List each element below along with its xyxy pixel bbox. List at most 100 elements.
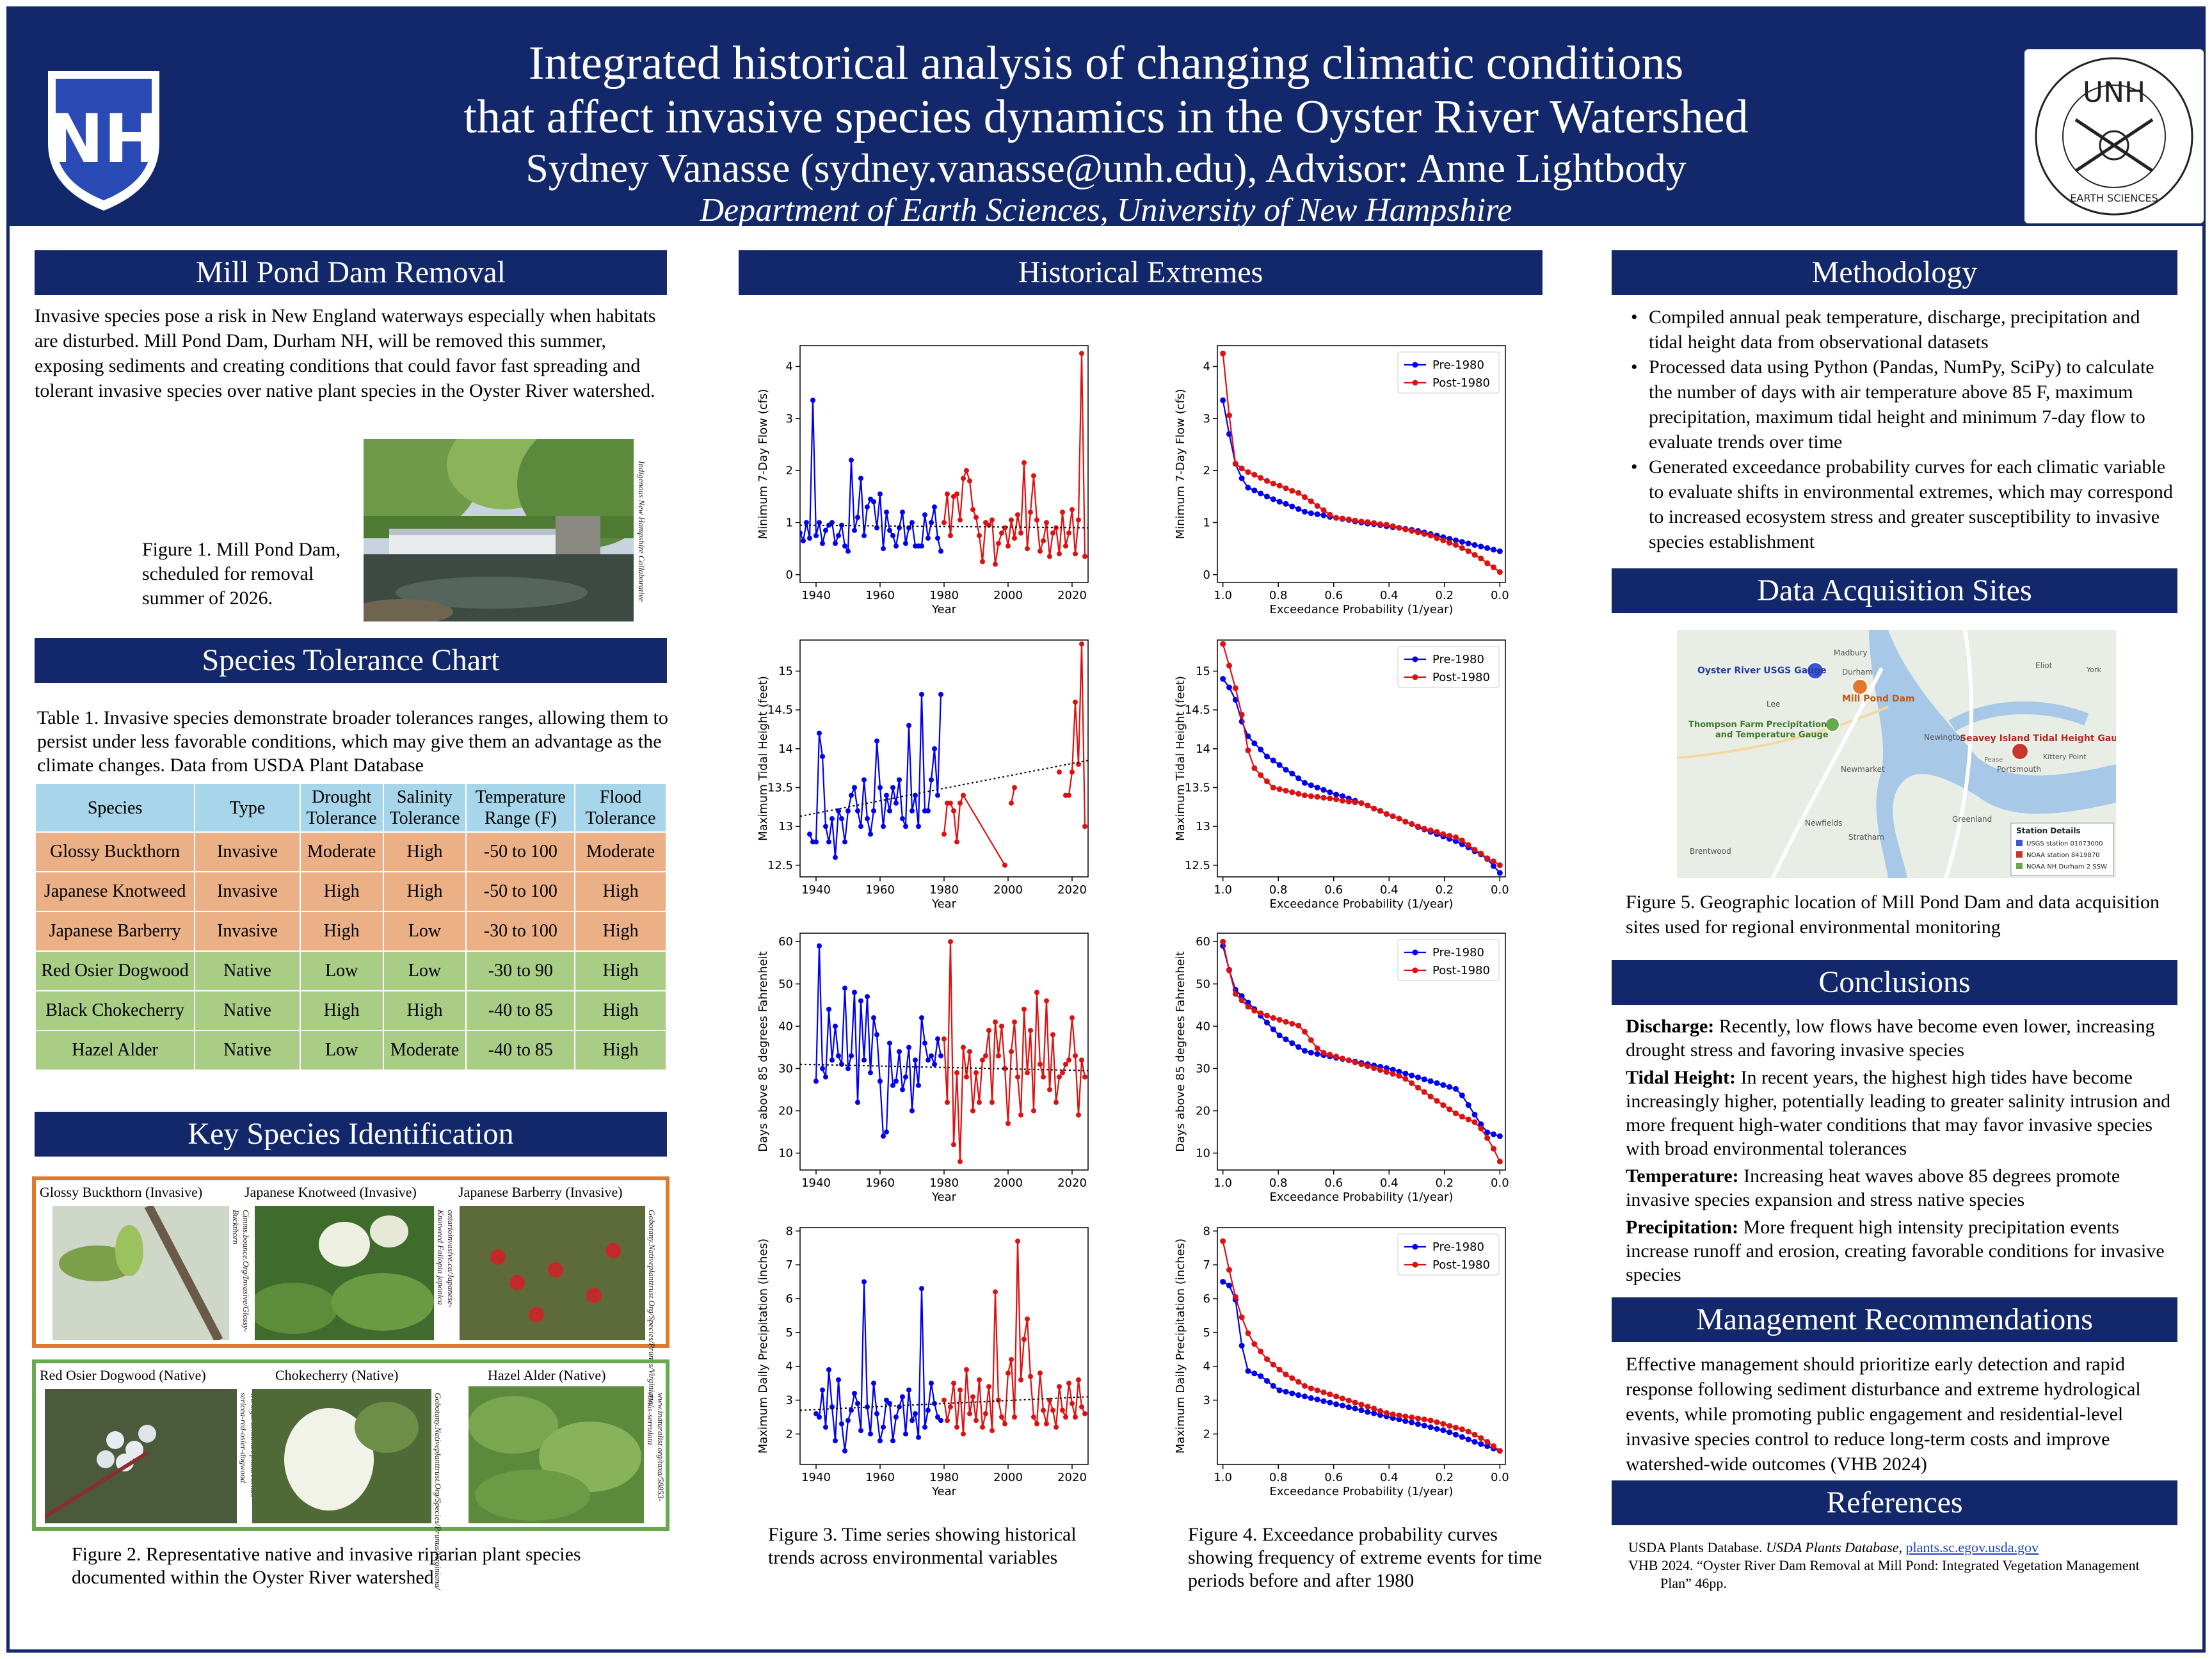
post-data-point bbox=[1022, 460, 1027, 465]
pre-data-point bbox=[871, 499, 876, 504]
post-data-point bbox=[990, 1100, 995, 1105]
pre-exceedance-point bbox=[1415, 1074, 1422, 1080]
pre-data-point bbox=[935, 1415, 940, 1420]
post-exceedance-point bbox=[1339, 515, 1345, 522]
post-exceedance-point bbox=[1459, 545, 1465, 551]
post-data-point bbox=[1015, 1238, 1020, 1244]
pre-data-point bbox=[858, 476, 863, 481]
map-town: Durham bbox=[1842, 668, 1873, 677]
photo-credit: Gobotany.Nativeplanttrust.Org/Species/Pr… bbox=[647, 1210, 657, 1407]
post-data-point bbox=[999, 530, 1004, 536]
x-tick-label: 1940 bbox=[801, 1176, 831, 1190]
post-exceedance-point bbox=[1484, 560, 1491, 566]
methodology-item: Compiled annual peak temperature, discha… bbox=[1626, 305, 2176, 355]
pre-data-point bbox=[903, 824, 908, 830]
post-data-point bbox=[964, 1367, 969, 1372]
x-axis-label: Exceedance Probability (1/year) bbox=[1270, 603, 1454, 616]
y-tick-label: 60 bbox=[778, 935, 793, 949]
post-data-point bbox=[1044, 998, 1049, 1004]
conclusion-text: Increasing heat waves above 85 degrees p… bbox=[1626, 1166, 2120, 1210]
post-data-point bbox=[1079, 1057, 1084, 1063]
pre-data-point bbox=[935, 792, 940, 798]
post-exceedance-point bbox=[1465, 1116, 1471, 1123]
pre-data-point bbox=[817, 943, 822, 949]
post-exceedance-point bbox=[1339, 1055, 1345, 1062]
pre-exceedance-point bbox=[1447, 1429, 1453, 1436]
y-tick-label: 5 bbox=[1203, 1326, 1210, 1340]
x-tick-label: 0.8 bbox=[1269, 589, 1288, 602]
pre-data-point bbox=[919, 1015, 924, 1021]
pre-exceedance-point bbox=[1459, 1434, 1465, 1440]
pre-exceedance-point bbox=[1226, 431, 1232, 437]
post-exceedance-point bbox=[1465, 842, 1471, 848]
pre-exceedance-point bbox=[1496, 870, 1503, 876]
post-exceedance-point bbox=[1447, 540, 1453, 546]
post-data-point bbox=[999, 1415, 1004, 1420]
pre-series-line bbox=[815, 1281, 942, 1452]
post-exceedance-point bbox=[1263, 1013, 1270, 1019]
post-exceedance-point bbox=[1421, 1416, 1427, 1423]
post-exceedance-point bbox=[1440, 1421, 1447, 1427]
reference-link[interactable]: plants.sc.egov.usda.gov bbox=[1905, 1539, 2039, 1555]
pre-data-point bbox=[916, 1434, 921, 1440]
y-tick-label: 2 bbox=[1203, 464, 1210, 477]
pre-data-point bbox=[897, 1404, 902, 1410]
post-exceedance-point bbox=[1263, 477, 1270, 484]
post-data-point bbox=[1073, 551, 1078, 557]
pre-exceedance-point bbox=[1314, 1051, 1320, 1057]
x-tick-label: 2000 bbox=[993, 589, 1023, 602]
pre-exceedance-point bbox=[1289, 1040, 1295, 1046]
pre-data-point bbox=[929, 777, 934, 783]
post-exceedance-point bbox=[1276, 786, 1283, 792]
post-exceedance-point bbox=[1258, 1010, 1264, 1016]
post-data-point bbox=[1012, 785, 1017, 790]
pre-exceedance-point bbox=[1301, 780, 1308, 786]
post-data-point bbox=[1044, 520, 1049, 525]
post-exceedance-point bbox=[1471, 1431, 1478, 1438]
post-data-point bbox=[1070, 1400, 1075, 1406]
post-exceedance-point bbox=[1270, 1014, 1276, 1021]
pre-data-point bbox=[910, 1418, 915, 1423]
map-town: Lee bbox=[1767, 700, 1780, 709]
post-exceedance-point bbox=[1320, 1050, 1327, 1056]
pre-data-point bbox=[865, 816, 870, 822]
pre-exceedance-point bbox=[1402, 1418, 1409, 1424]
post-exceedance-point bbox=[1352, 1399, 1358, 1406]
pre-exceedance-point bbox=[1484, 1129, 1491, 1135]
pre-exceedance-point bbox=[1471, 1112, 1478, 1118]
post-data-point bbox=[1066, 530, 1071, 536]
post-data-point bbox=[1022, 1336, 1027, 1342]
pre-data-point bbox=[862, 777, 867, 783]
post-data-point bbox=[993, 1289, 998, 1295]
post-data-point bbox=[942, 520, 947, 525]
table-cell: High bbox=[299, 911, 384, 952]
pre-exceedance-point bbox=[1427, 1078, 1434, 1084]
pre-data-point bbox=[922, 1424, 927, 1430]
post-data-point bbox=[977, 1100, 982, 1105]
x-tick-label: 0.0 bbox=[1491, 1176, 1509, 1190]
pre-data-point bbox=[817, 1415, 822, 1420]
post-data-point bbox=[974, 515, 979, 520]
post-exceedance-point bbox=[1409, 1080, 1415, 1086]
x-tick-label: 1.0 bbox=[1214, 1176, 1232, 1190]
pre-data-point bbox=[878, 1438, 883, 1443]
pre-exceedance-point bbox=[1245, 733, 1251, 739]
post-exceedance-point bbox=[1283, 1371, 1289, 1377]
pre-data-point bbox=[874, 525, 879, 531]
post-data-point bbox=[1047, 1087, 1052, 1093]
post-exceedance-point bbox=[1434, 829, 1440, 835]
pre-data-point bbox=[894, 800, 899, 806]
pre-data-point bbox=[855, 1100, 860, 1105]
pre-data-point bbox=[894, 1415, 899, 1420]
pre-data-point bbox=[906, 723, 911, 728]
y-tick-label: 14.5 bbox=[767, 703, 793, 717]
post-exceedance-point bbox=[1409, 821, 1415, 828]
pre-data-point bbox=[823, 1074, 828, 1080]
table-cell: -40 to 85 bbox=[465, 990, 576, 1031]
post-exceedance-point bbox=[1238, 711, 1245, 717]
post-exceedance-point bbox=[1459, 1114, 1465, 1120]
y-tick-label: 2 bbox=[1203, 1427, 1210, 1441]
post-exceedance-point bbox=[1358, 800, 1365, 806]
plot-area bbox=[800, 939, 1088, 1164]
post-data-point bbox=[1073, 1415, 1078, 1420]
